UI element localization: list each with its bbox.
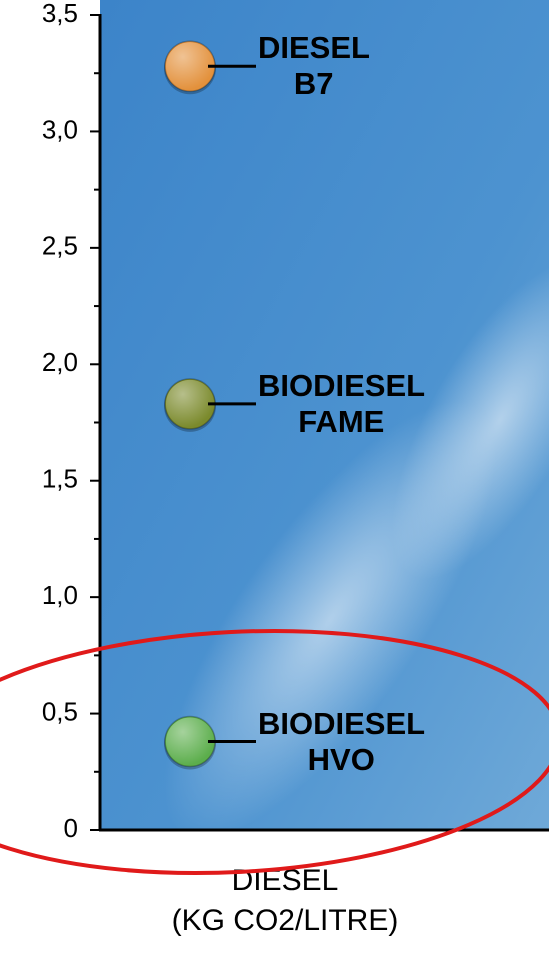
point-highlight: [166, 42, 214, 90]
point-label: BIODIESEL HVO: [258, 706, 425, 778]
x-axis-label: (KG CO2/LITRE): [172, 904, 399, 937]
point-label: BIODIESEL FAME: [258, 368, 425, 440]
chart: DIESEL (KG CO2/LITRE) 00,51,01,52,02,53,…: [0, 0, 549, 953]
point-highlight: [166, 380, 214, 428]
y-tick-label: 2,5: [42, 231, 78, 261]
y-tick-label: 3,0: [42, 114, 78, 144]
y-tick-label: 0,5: [42, 696, 78, 726]
y-tick-label: 3,5: [42, 0, 78, 28]
y-tick-label: 2,0: [42, 347, 78, 377]
y-tick-label: 0: [64, 813, 78, 843]
page: DIESEL (KG CO2/LITRE) 00,51,01,52,02,53,…: [0, 0, 549, 953]
point-label: DIESEL B7: [258, 30, 369, 102]
y-tick-label: 1,5: [42, 464, 78, 494]
y-tick-label: 1,0: [42, 580, 78, 610]
point-highlight: [166, 718, 214, 766]
